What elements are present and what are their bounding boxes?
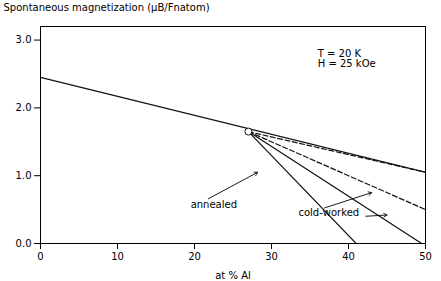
svg-text:20: 20	[188, 251, 201, 262]
svg-text:T = 20 KH = 25 kOe: T = 20 KH = 25 kOe	[317, 48, 376, 69]
svg-text:1.0: 1.0	[16, 170, 32, 181]
svg-text:2.0: 2.0	[16, 102, 32, 113]
svg-text:annealed: annealed	[191, 199, 237, 210]
svg-text:50: 50	[419, 251, 432, 262]
svg-text:cold-worked: cold-worked	[298, 207, 359, 218]
svg-text:10: 10	[111, 251, 124, 262]
svg-text:0.0: 0.0	[16, 238, 32, 249]
svg-text:3.0: 3.0	[16, 34, 32, 45]
svg-text:0: 0	[37, 251, 43, 262]
svg-text:Spontaneous magnetization (μB/: Spontaneous magnetization (μB/Fnatom)	[4, 2, 210, 13]
svg-text:at % Al: at % Al	[215, 270, 251, 281]
svg-text:40: 40	[342, 251, 355, 262]
svg-text:30: 30	[265, 251, 278, 262]
